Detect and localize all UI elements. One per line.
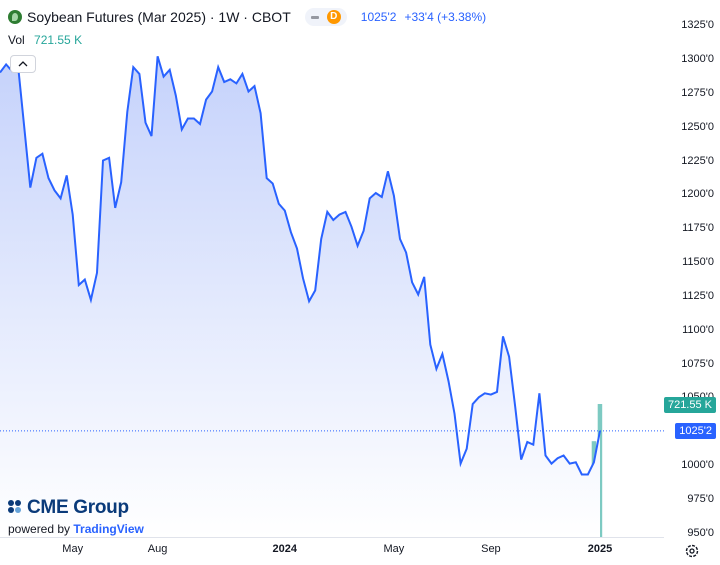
price-axis-tick: 1325'0 (681, 19, 714, 32)
price-axis-tick: 1150'0 (682, 256, 714, 268)
price-area-fill (0, 56, 600, 538)
price-axis-tick: 1100'0 (682, 323, 714, 336)
price-axis-tick: 975'0 (687, 492, 714, 505)
price-axis-tick: 1000'0 (681, 459, 714, 471)
delayed-status-badge: D (326, 10, 341, 24)
last-price: 1025'2 (360, 10, 397, 24)
price-axis-tick: 950'0 (687, 526, 714, 539)
volume-legend: Vol 721.55 K (8, 33, 82, 47)
time-axis-tick: 2025 (587, 543, 613, 555)
powered-by-text: powered by (8, 522, 71, 536)
price-axis-tick: 1275'0 (681, 86, 714, 99)
volume-tag: 721.55 K (663, 397, 716, 413)
time-axis-tick: May (383, 543, 405, 555)
price-axis-tick: 1125'0 (682, 289, 714, 302)
symbol-title[interactable]: Soybean Futures (Mar 2025) · 1W · CBOT (27, 9, 291, 25)
time-axis-tick: Sep (481, 543, 501, 555)
company-name: CME Group (27, 497, 129, 518)
market-status-pill[interactable]: D (304, 8, 347, 26)
price-series-line (0, 56, 601, 476)
volume-label[interactable]: Vol (8, 33, 25, 47)
price-axis-tick: 1200'0 (681, 188, 714, 201)
gear-icon (685, 544, 699, 558)
soybean-icon (8, 10, 22, 24)
chart-legend-header: Soybean Futures (Mar 2025) · 1W · CBOT D… (8, 8, 486, 26)
settings-button[interactable] (684, 543, 700, 559)
minus-icon (310, 15, 319, 19)
price-axis-tick: 1175'0 (682, 222, 714, 235)
price-axis-tick: 1300'0 (681, 53, 714, 65)
cme-group-logo[interactable]: CME Group powered by TradingView (8, 497, 144, 536)
price-tag: 1025'2 (675, 423, 716, 439)
tradingview-link[interactable]: TradingView (73, 522, 144, 536)
time-axis-tick: 2024 (272, 543, 298, 555)
chevron-up-icon (18, 61, 28, 67)
price-axis-tick: 1250'0 (681, 120, 714, 133)
volume-value: 721.55 K (34, 33, 83, 47)
price-change: +33'4 (+3.38%) (404, 10, 487, 24)
cme-logo-icon (8, 500, 24, 516)
price-axis-tick: 1225'0 (681, 154, 714, 167)
time-axis-tick: Aug (147, 543, 168, 555)
price-axis-tick: 1075'0 (681, 357, 714, 370)
time-axis-tick: May (62, 543, 84, 555)
collapse-legend-button[interactable] (10, 55, 36, 73)
